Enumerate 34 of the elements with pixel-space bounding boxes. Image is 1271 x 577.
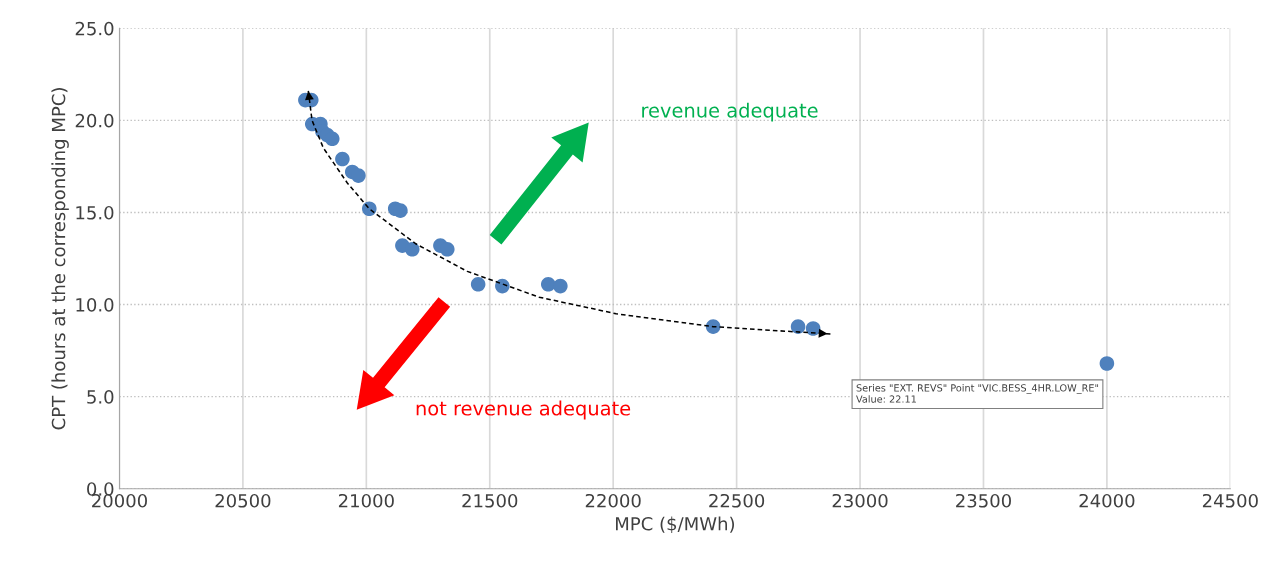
- x-tick-label: 21500: [462, 493, 518, 508]
- point: [705, 319, 721, 334]
- point: [335, 151, 350, 167]
- x-tick-label: 22000: [585, 493, 641, 508]
- x-tick-label: 20500: [215, 493, 271, 508]
- point: [324, 131, 340, 147]
- point: [1099, 356, 1115, 371]
- point: [404, 242, 420, 257]
- y-tick-label: 15.0: [76, 205, 114, 220]
- annotation: revenue adequate: [642, 102, 818, 122]
- annotation: not revenue adequate: [416, 400, 631, 420]
- x-tick-label: 24000: [1079, 493, 1135, 508]
- y-tick-label: 25.0: [75, 21, 114, 36]
- point: [440, 242, 455, 257]
- x-tick-label: 23000: [832, 493, 888, 508]
- x-axis-title: MPC ($/MWh): [616, 516, 735, 533]
- point: [553, 278, 568, 294]
- y-tick-label: 5.0: [87, 390, 114, 404]
- y-tick-label: 20.0: [75, 113, 114, 128]
- annotation: Series "EXT. REVS" Point "VIC.BESS_4HR.LOW_RE" Value: 22.11: [856, 384, 1099, 403]
- x-tick-label: 20000: [92, 493, 147, 508]
- x-tick-label: 24500: [1202, 493, 1258, 508]
- point: [393, 203, 408, 218]
- x-tick-label: 23500: [956, 493, 1011, 508]
- point: [470, 277, 486, 292]
- x-tick-label: 21000: [338, 493, 394, 508]
- y-tick-label: 0.0: [87, 482, 114, 496]
- y-tick-label: 10.0: [76, 298, 114, 312]
- x-tick-label: 22500: [709, 493, 765, 508]
- point: [495, 278, 510, 294]
- point: [540, 277, 556, 292]
- point: [351, 168, 366, 183]
- y-axis-title: CPT (hours at the corresponding MPC): [51, 88, 69, 430]
- point: [790, 319, 806, 334]
